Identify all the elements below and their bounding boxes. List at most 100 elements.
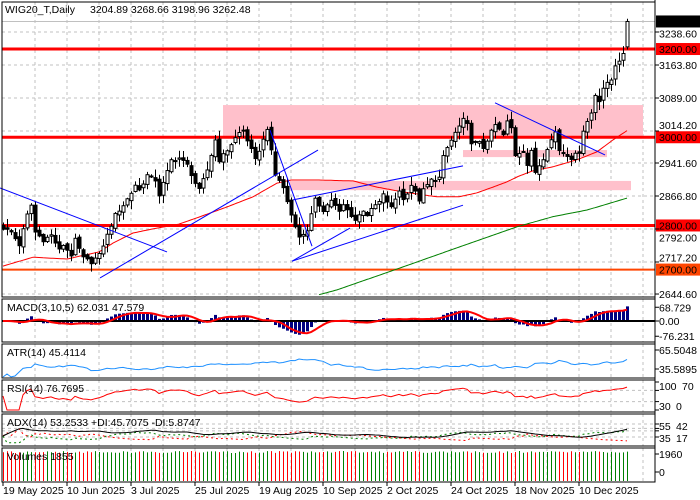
candle [53,227,58,248]
candle [389,195,394,209]
candle-body [625,20,630,48]
macd-histogram-bar [130,312,133,321]
price-tick-label: 2792.00 [659,232,697,244]
candle-body [533,147,538,173]
candle [417,187,422,205]
macd-label: MACD(3,10,5) 62.031 47.579 [7,302,144,314]
candle-body [177,157,182,160]
macd-histogram-bar [170,314,173,321]
candle-body [197,182,202,189]
panel-frame-rsi [1,379,656,413]
candle-body [265,128,270,142]
candle-body [365,211,370,217]
candle [57,234,62,254]
candle [325,202,330,217]
candle-body [469,122,474,145]
price-tick-label: 3238.60 [659,28,697,40]
adx-tick-label: 17 [676,433,688,445]
trendline[interactable] [291,227,351,262]
trendline[interactable] [269,130,313,247]
candle [613,58,618,86]
support-resistance-zone [223,105,643,138]
macd-histogram-bar [514,321,517,324]
macd-histogram-bar [138,313,141,321]
trendline[interactable] [0,187,168,253]
candle-body [549,139,554,149]
candle [293,211,298,229]
adx-line [2,427,628,439]
macd-histogram-bar [46,321,49,324]
candle [201,173,206,194]
candle-body [465,120,470,124]
trendlines[interactable] [0,102,606,279]
candle [465,115,470,131]
macd-histogram-bar [474,318,477,321]
candle-body [69,249,74,257]
candle-body [457,125,462,133]
candle [185,156,190,168]
candle-body [105,233,110,245]
candle [585,118,590,139]
candle-body [417,188,422,202]
candle-body [313,197,318,213]
candle-body [613,65,618,80]
macd-histogram-bar [174,314,177,321]
price-tick-label: 2941.60 [659,158,697,170]
candle [381,190,386,212]
candle [361,210,366,222]
candle [517,146,522,165]
macd-histogram-bar [178,315,181,321]
macd-histogram-bar [614,310,617,321]
minus-di-line [2,428,628,442]
candle [169,157,174,174]
macd-signal-line [3,308,628,335]
candle-body [77,236,82,249]
candle [189,161,194,184]
candle [497,121,502,131]
candle [133,181,138,193]
macd-histogram-bar [450,311,453,321]
horizontal-levels[interactable] [2,20,655,271]
candle-body [529,149,534,167]
trendline[interactable] [99,149,319,279]
candle [281,176,286,194]
macd-histogram-bar [166,316,169,321]
candle [77,234,82,253]
candle-body [605,81,610,89]
macd-histogram-bar [298,321,301,335]
level-price-label: 2700.00 [659,265,697,277]
candle-body [89,256,94,265]
candle-body [149,175,154,178]
candle-body [361,210,366,216]
candle [257,143,262,166]
candle [173,157,178,169]
candle-body [377,201,382,205]
trendline[interactable] [292,165,464,201]
candle [609,77,614,91]
candle-body [489,129,494,142]
macd-histogram-bar [554,317,557,321]
macd-histogram-bar [106,318,109,321]
atr-tick-label: 35.5895 [659,364,697,376]
candle-body [325,204,330,212]
trendline[interactable] [494,102,606,156]
candle [157,174,162,204]
candle-body [593,94,598,114]
candle-body [525,152,530,166]
macd-histogram-bar [538,321,541,326]
candle-body [225,150,230,156]
candle-body [161,181,166,196]
candle-body [473,140,478,143]
candle-body [621,53,626,61]
candle-body [441,155,446,179]
candle [261,131,266,158]
macd-histogram-bar [470,316,473,321]
time-tick-label: 10 Jun 2025 [67,485,125,497]
candle-body [133,184,138,192]
candle-body [553,131,558,143]
candle-body [181,157,186,161]
adx-tick-label: 35 [659,433,671,445]
macd-histogram-bar [162,318,165,321]
trendline[interactable] [291,204,464,262]
